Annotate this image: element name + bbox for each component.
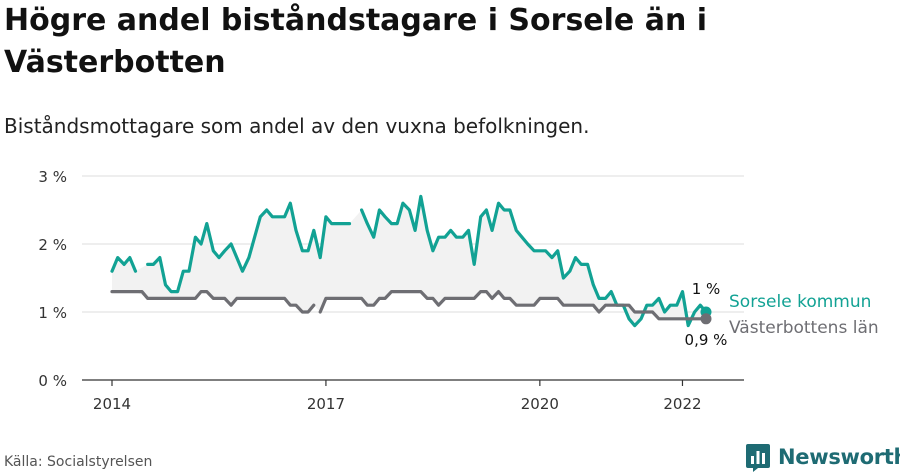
y-tick-label: 1 %	[38, 304, 67, 322]
brand-name: Newsworthy	[778, 445, 900, 469]
series-name-label: Sorsele kommun	[729, 292, 871, 312]
line-chart: 2014 2017 2020 2022 0 % 1 % 2 % 3 % Sorsele ko…	[38, 168, 879, 413]
y-tick-label: 3 %	[38, 168, 67, 186]
x-tick-label: 2017	[307, 395, 345, 413]
y-tick-label: 0 %	[38, 372, 67, 390]
newsworthy-logo-icon	[746, 444, 770, 472]
x-tick-label: 2022	[663, 395, 701, 413]
series-line-1	[110, 290, 708, 321]
x-tick-label: 2014	[93, 395, 131, 413]
series-name-label: Västerbottens län	[729, 318, 879, 338]
chart-title: Högre andel biståndstagare i Sorsele än …	[4, 3, 708, 80]
difference-band-area	[112, 196, 706, 326]
series-end-value: 0,9 %	[685, 331, 728, 349]
source-note: Källa: Socialstyrelsen	[4, 454, 153, 470]
series-end-value: 1 %	[692, 280, 721, 298]
series-line-0	[110, 194, 708, 328]
chart-subtitle: Biståndsmottagare som andel av den vuxna…	[4, 114, 590, 138]
x-tick-label: 2020	[521, 395, 559, 413]
x-axis: 2014 2017 2020 2022	[82, 379, 744, 413]
difference-band	[112, 196, 706, 326]
brand-logo: Newsworthy	[744, 442, 900, 472]
series-lines	[110, 194, 712, 328]
series-end-marker-1	[700, 313, 712, 325]
y-axis: 0 % 1 % 2 % 3 %	[38, 168, 67, 390]
y-tick-label: 2 %	[38, 236, 67, 254]
